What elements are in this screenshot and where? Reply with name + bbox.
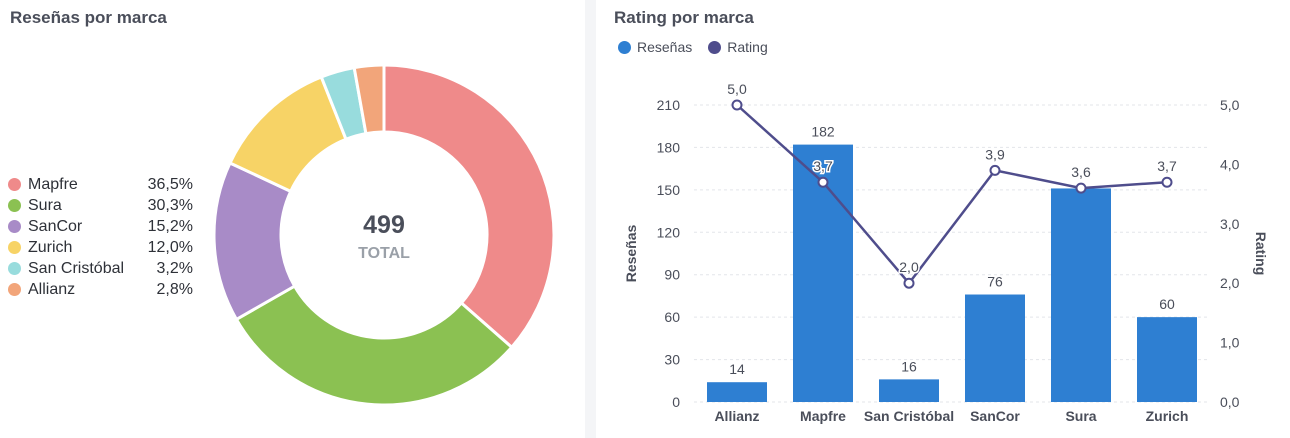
rating-point-sura[interactable] [1075,182,1087,194]
donut-slice-sura[interactable] [234,284,514,407]
legend-label-rating: Rating [727,39,768,55]
legend-item-sura[interactable]: Sura 30,3% [8,195,193,216]
combo-legend: Reseñas Rating [618,39,784,55]
legend-item-mapfre[interactable]: Mapfre 36,5% [8,174,193,195]
bar-value-label: 14 [729,361,745,377]
x-tick-label: Mapfre [800,408,846,424]
y2-tick-label: 0,0 [1220,394,1240,410]
bar-sancor[interactable] [965,294,1025,402]
legend-percent: 36,5% [147,175,193,193]
legend-dot [8,178,21,191]
rating-line [736,104,1168,286]
legend-dot [8,262,21,275]
donut-slice-mapfre[interactable] [382,63,556,350]
legend-percent: 2,8% [156,280,193,298]
y2-axis-label: Rating [1253,232,1269,276]
x-tick-label: SanCor [970,408,1020,424]
legend-percent: 15,2% [147,217,193,235]
donut-slice-allianz[interactable] [352,63,386,136]
rating-point-zurich[interactable] [1161,176,1173,188]
y2-tick-label: 1,0 [1220,335,1240,351]
y2-tick-label: 5,0 [1220,97,1240,113]
x-tick-label: Allianz [714,408,759,424]
rating-value-label: 3,7 [813,158,833,174]
rating-point-sancor[interactable] [989,164,1001,176]
bar-value-label: 182 [811,124,835,140]
legend-label: Mapfre [28,175,78,193]
y-axis-label: Reseñas [623,224,639,282]
bar-allianz[interactable] [707,382,767,402]
bar-value-label: 16 [901,358,917,374]
rating-value-label: 3,7 [1157,158,1177,174]
rating-point-mapfre[interactable] [817,176,829,188]
legend-label: San Cristóbal [28,259,125,277]
y-tick-label: 90 [664,267,680,283]
reviews-by-brand-title: Reseñas por marca [10,8,167,27]
legend-label: Zurich [28,238,73,256]
reviews-by-brand-panel: Reseñas por marca Mapfre 36,5% Sura 30,3% Sa… [0,0,585,438]
legend-label: Sura [28,196,62,214]
rating-value-label: 5,0 [727,81,747,97]
bar-san-cristobal[interactable] [879,379,939,402]
legend-item-reviews[interactable]: Reseñas [618,39,692,55]
y2-tick-label: 3,0 [1220,216,1240,232]
legend-dot [8,241,21,254]
legend-dot [8,199,21,212]
legend-label: Allianz [28,280,76,298]
legend-item-allianz[interactable]: Allianz 2,8% [8,279,193,300]
bar-zurich[interactable] [1137,317,1197,402]
legend-item-sancor[interactable]: SanCor 15,2% [8,216,193,237]
bar-value-label: 76 [987,274,1003,290]
rating-point-san-cristobal[interactable] [903,277,915,289]
legend-label-reviews: Reseñas [637,39,693,55]
y-tick-label: 30 [664,352,680,368]
y-tick-label: 210 [657,97,681,113]
rating-by-brand-title: Rating por marca [614,8,754,27]
y-tick-label: 60 [664,309,680,325]
y-tick-label: 120 [657,224,681,240]
rating-value-label: 3,6 [1071,164,1091,180]
legend-dot-reviews [618,40,631,54]
combo-chart: 0 30 60 90 120 150 180 210 0,0 1,0 2,0 3,0 4,0 5,0 Res… [623,80,1269,425]
y2-tick-label: 4,0 [1220,156,1240,172]
rating-point-allianz[interactable] [731,99,743,111]
y-tick-label: 180 [657,139,681,155]
donut-legend: Mapfre 36,5% Sura 30,3% SanCor 15,2% Zurich 12,… [8,174,193,300]
x-tick-label: Sura [1065,408,1096,424]
donut-chart: 499 TOTAL [212,63,556,407]
rating-value-label: 2,0 [899,259,919,275]
y2-tick-label: 2,0 [1220,275,1240,291]
legend-dot-rating [708,40,722,54]
legend-dot [8,283,21,296]
legend-percent: 12,0% [147,238,193,256]
rating-by-brand-panel: Rating por marca Reseñas Rating 0 30 60 90 1… [596,0,1290,438]
donut-total-value: 499 [363,211,405,239]
legend-dot [8,220,21,233]
bar-sura[interactable] [1051,188,1111,402]
rating-value-label: 3,9 [985,146,1005,162]
x-tick-label: San Cristóbal [864,408,954,424]
y-tick-label: 0 [672,394,680,410]
legend-item-zurich[interactable]: Zurich 12,0% [8,237,193,258]
donut-total-label: TOTAL [358,245,410,262]
x-tick-label: Zurich [1146,408,1189,424]
legend-percent: 3,2% [156,259,193,277]
legend-item-san-cristobal[interactable]: San Cristóbal 3,2% [8,258,193,279]
legend-percent: 30,3% [147,196,193,214]
y-tick-label: 150 [657,182,681,198]
bar-value-label: 60 [1159,296,1175,312]
legend-label: SanCor [28,217,83,235]
legend-item-rating[interactable]: Rating [708,39,768,55]
